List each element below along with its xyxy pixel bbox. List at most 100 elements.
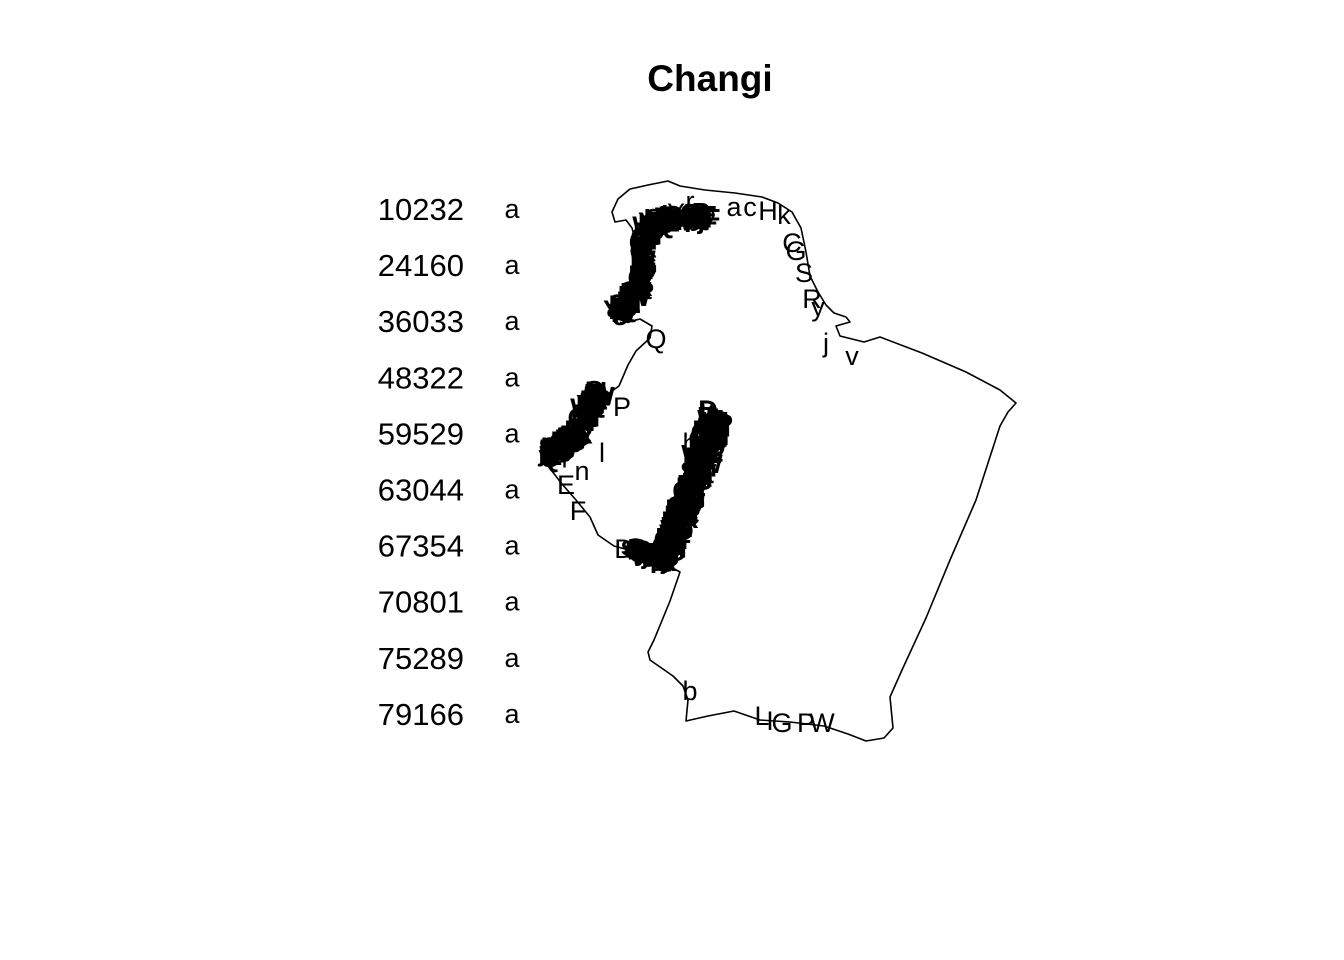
- point-marker: b: [682, 676, 697, 706]
- cluster-marker: c: [683, 498, 698, 528]
- cluster-marker: v: [703, 429, 718, 459]
- cluster-marker: F: [677, 470, 694, 500]
- cluster-marker: y: [666, 540, 681, 570]
- cluster-marker: Y: [633, 239, 651, 269]
- cluster-marker: i: [575, 401, 583, 431]
- cluster-marker: W: [625, 282, 651, 312]
- cluster-marker: n: [682, 469, 699, 499]
- cluster-marker: G: [583, 376, 604, 406]
- cluster-marker: P: [641, 538, 659, 568]
- cluster-marker: D: [586, 381, 606, 411]
- cluster-marker: d: [672, 525, 689, 555]
- cluster-marker: q: [670, 528, 687, 558]
- cluster-marker: v: [577, 418, 592, 448]
- cluster-marker: p: [641, 214, 658, 244]
- cluster-marker: t: [655, 540, 664, 570]
- cluster-marker: b: [646, 542, 663, 572]
- cluster-marker: I: [688, 483, 696, 513]
- cluster-marker: p: [686, 489, 703, 519]
- cluster-marker: b: [671, 512, 688, 542]
- cluster-marker: f: [566, 431, 576, 461]
- cluster-marker: h: [664, 517, 681, 547]
- cluster-marker: f: [643, 540, 653, 570]
- cluster-marker: P: [660, 512, 678, 542]
- cluster-marker: L: [662, 509, 679, 539]
- cluster-marker: p: [579, 396, 596, 426]
- cluster-marker: a: [699, 415, 715, 445]
- cluster-marker: s: [642, 212, 657, 242]
- cluster-marker: l: [542, 435, 550, 465]
- cluster-marker: s: [672, 482, 687, 512]
- cluster-marker: b: [639, 254, 656, 284]
- cluster-marker: i: [640, 257, 648, 287]
- cluster-marker: v: [689, 198, 704, 228]
- cluster-marker: l: [678, 510, 686, 540]
- point-marker: Q: [645, 324, 666, 354]
- cluster-marker: i: [594, 387, 602, 417]
- cluster-marker: H: [627, 535, 647, 565]
- cluster-marker: D: [578, 405, 598, 435]
- cluster-marker: l: [587, 380, 595, 410]
- cluster-marker: d: [562, 419, 579, 449]
- cluster-marker: C: [704, 423, 724, 453]
- cluster-marker: S: [689, 205, 707, 235]
- cluster-marker: d: [645, 217, 662, 247]
- cluster-marker: F: [693, 433, 710, 463]
- point-clusters: YroacHkCGSRyjvQfPilnEFDtbLIGPWpdhsqYroac…: [537, 197, 733, 578]
- cluster-marker: E: [662, 208, 680, 238]
- cluster-marker: b: [620, 278, 637, 308]
- cluster-marker: G: [637, 216, 658, 246]
- cluster-marker: a: [679, 491, 695, 521]
- point-marker: H: [758, 196, 778, 226]
- cluster-marker: H: [672, 491, 692, 521]
- point-marker: s: [709, 402, 723, 432]
- cluster-marker: E: [623, 289, 641, 319]
- cluster-marker: i: [548, 442, 556, 472]
- cluster-marker: L: [696, 439, 713, 469]
- cluster-marker: v: [554, 425, 569, 455]
- cluster-marker: S: [609, 289, 627, 319]
- cluster-marker: j: [641, 266, 650, 296]
- cluster-marker: E: [544, 441, 562, 471]
- cluster-marker: L: [640, 537, 657, 567]
- legend-value: 59529: [378, 416, 464, 451]
- cluster-marker: c: [707, 419, 722, 449]
- cluster-marker: P: [581, 401, 599, 431]
- cluster-marker: q: [693, 449, 710, 479]
- point-marker: F: [570, 496, 587, 526]
- cluster-marker: G: [565, 427, 586, 457]
- cluster-marker: k: [637, 272, 653, 302]
- cluster-marker: q: [676, 489, 693, 519]
- cluster-marker: y: [655, 528, 670, 558]
- cluster-marker: l: [642, 223, 650, 253]
- cluster-marker: c: [573, 422, 588, 452]
- cluster-marker: G: [648, 541, 669, 571]
- cluster-marker: C: [549, 427, 569, 457]
- legend-value: 75289: [378, 641, 464, 676]
- cluster-marker: t: [596, 384, 605, 414]
- region-outline: [539, 180, 1017, 742]
- cluster-marker: r: [668, 528, 679, 558]
- cluster-marker: Q: [539, 443, 560, 473]
- cluster-marker: b: [577, 400, 594, 430]
- cluster-marker: p: [587, 374, 604, 404]
- cluster-marker: q: [695, 453, 712, 483]
- cluster-marker: a: [556, 435, 572, 465]
- cluster-marker: t: [566, 425, 575, 455]
- cluster-marker: k: [698, 418, 714, 448]
- cluster-marker: r: [625, 532, 636, 562]
- cluster-marker: I: [691, 436, 699, 466]
- cluster-marker: Y: [679, 488, 697, 518]
- cluster-marker: I: [640, 213, 648, 243]
- cluster-marker: I: [707, 401, 715, 431]
- cluster-marker: P: [545, 435, 563, 465]
- cluster-marker: D: [698, 395, 718, 425]
- cluster-marker: c: [629, 266, 644, 296]
- cluster-marker: F: [638, 220, 655, 250]
- cluster-marker: d: [697, 405, 714, 435]
- cluster-marker: q: [676, 485, 693, 515]
- cluster-marker: I: [648, 540, 656, 570]
- cluster-marker: Y: [698, 456, 716, 486]
- cluster-marker: P: [678, 510, 696, 540]
- cluster-marker: k: [682, 453, 698, 483]
